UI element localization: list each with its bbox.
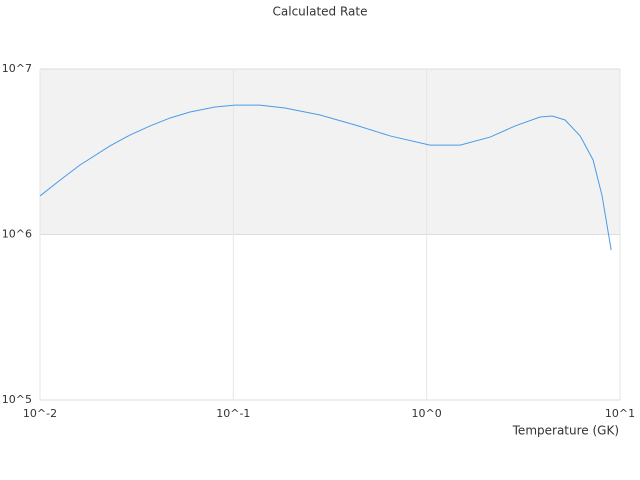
y-tick-label: 10^7 — [2, 62, 32, 75]
chart-title: Calculated Rate — [273, 5, 368, 19]
plot-band — [40, 69, 620, 235]
x-tick-label: 10^1 — [605, 407, 635, 420]
y-tick-label: 10^6 — [2, 228, 32, 241]
data-line — [39, 104, 612, 251]
y-tick-label: 10^5 — [2, 393, 32, 406]
x-tick-label: 10^-1 — [216, 407, 250, 420]
x-tick-label: 10^-2 — [23, 407, 57, 420]
x-axis-label: Temperature (GK) — [512, 424, 619, 438]
x-tick-label: 10^0 — [412, 407, 442, 420]
